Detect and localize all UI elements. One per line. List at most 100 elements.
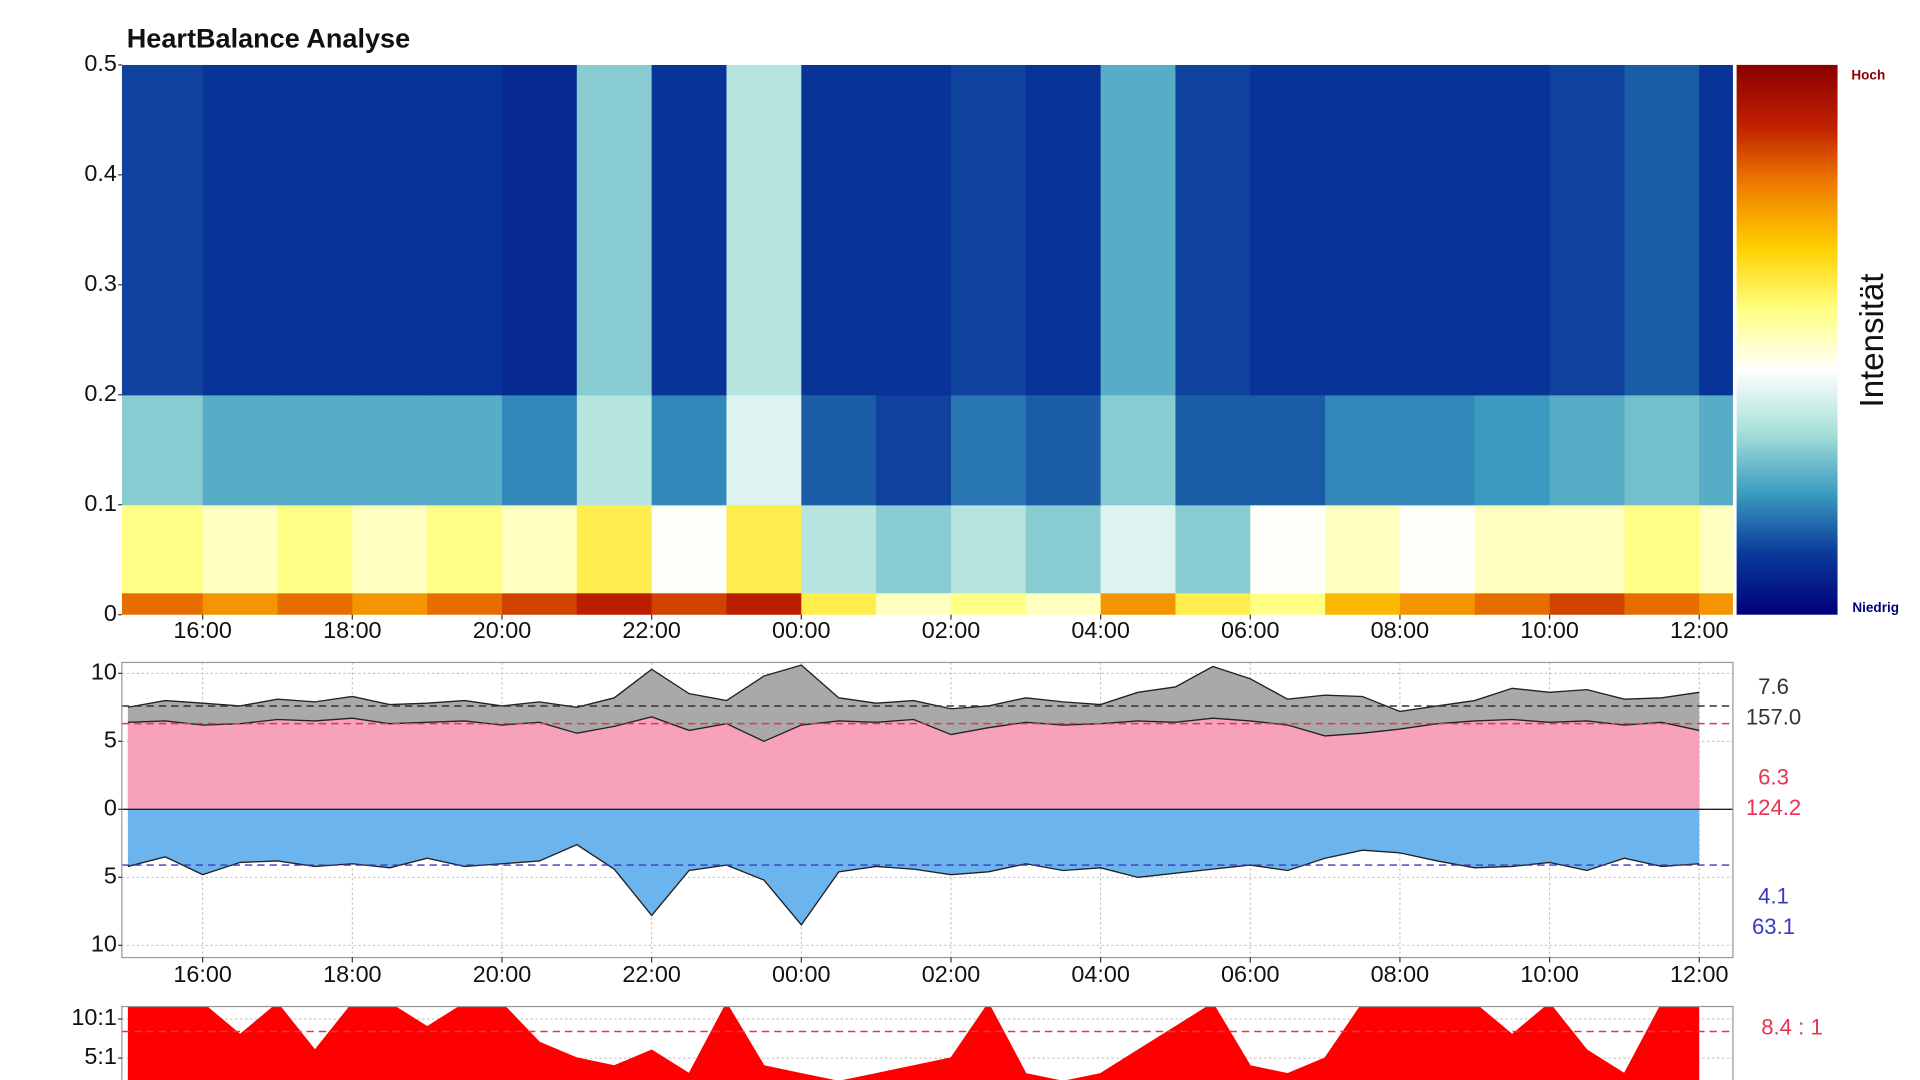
heat-cell — [1699, 64, 1733, 396]
heat-cell — [576, 592, 653, 615]
heat-cell — [427, 504, 503, 594]
heat-cell — [427, 64, 503, 396]
heat-cell — [876, 64, 952, 396]
heat-cell — [1100, 64, 1177, 396]
heat-cell — [1549, 504, 1626, 594]
heat-cell — [801, 592, 877, 615]
heat-cell — [1699, 592, 1733, 615]
heat-cell — [352, 504, 428, 594]
x-tick-label: 16:00 — [173, 961, 232, 987]
heat-cell — [427, 394, 503, 506]
heat-cell — [1549, 64, 1626, 396]
heat-cell — [651, 64, 728, 396]
area-line — [205, 1006, 1661, 1080]
heat-cell — [876, 394, 952, 506]
heat-cell — [1399, 64, 1476, 396]
heat-cell — [1100, 394, 1177, 506]
colorbar — [1736, 64, 1838, 615]
colorbar-label: Intensität — [1854, 273, 1891, 407]
colorbar-high: Hoch — [1851, 68, 1885, 83]
heat-cell — [1175, 504, 1251, 594]
x-tick-label: 04:00 — [1071, 961, 1130, 987]
heat-cell — [726, 504, 802, 594]
heat-cell — [121, 504, 204, 594]
heat-cell — [1474, 504, 1551, 594]
heat-cell — [121, 592, 204, 615]
heat-cell — [1025, 394, 1102, 506]
area-fill — [127, 809, 1700, 925]
heat-cell — [1474, 394, 1551, 506]
heat-cell — [1699, 504, 1733, 594]
heat-cell — [726, 394, 802, 506]
heat-cell — [651, 592, 728, 615]
x-tick-label: 20:00 — [473, 961, 532, 987]
heat-cell — [1025, 504, 1102, 594]
heat-cell — [202, 592, 279, 615]
heat-cell — [1699, 394, 1733, 506]
colorbar-low: Niedrig — [1852, 600, 1899, 615]
heat-cell — [202, 394, 279, 506]
heat-cell — [277, 592, 353, 615]
x-tick-label: 18:00 — [323, 961, 382, 987]
y-tick-label: 5:1 — [84, 1043, 117, 1069]
heat-cell — [651, 394, 728, 506]
heat-cell — [277, 394, 353, 506]
heat-cell — [950, 64, 1027, 396]
x-tick-label: 12:00 — [1670, 961, 1729, 987]
area-line — [127, 843, 1700, 926]
heat-cell — [1325, 64, 1401, 396]
heat-cell — [1025, 592, 1102, 615]
heat-cell — [876, 504, 952, 594]
x-tick-label: 22:00 — [622, 617, 681, 643]
heat-cell — [576, 394, 653, 506]
heat-cell — [1399, 394, 1476, 506]
heat-cell — [801, 64, 877, 396]
x-tick-label: 18:00 — [323, 617, 382, 643]
heat-cell — [950, 592, 1027, 615]
heat-cell — [352, 394, 428, 506]
y-tick-label: 0.1 — [84, 490, 117, 516]
reference-value: 7.6 — [1758, 674, 1789, 699]
heat-cell — [501, 504, 578, 594]
x-tick-label: 10:00 — [1520, 617, 1579, 643]
heat-cell — [1549, 592, 1626, 615]
heat-cell — [1474, 64, 1551, 396]
heat-cell — [1325, 592, 1401, 615]
plot-area — [121, 662, 1733, 958]
y-tick-label: 10:1 — [71, 1004, 116, 1030]
heat-cell — [950, 394, 1027, 506]
heat-cell — [1100, 592, 1177, 615]
heat-cell — [1250, 504, 1326, 594]
y-tick-label: 10 — [91, 931, 117, 957]
plot-frame — [121, 1005, 1734, 1080]
heat-cell — [1250, 64, 1326, 396]
reference-value: 8.4 : 1 — [1761, 1014, 1823, 1039]
heat-cell — [1250, 394, 1326, 506]
reference-value: 4.1 — [1758, 883, 1789, 908]
y-tick-label: 0.4 — [84, 160, 117, 186]
heat-cell — [1100, 504, 1177, 594]
heat-cell — [1175, 592, 1251, 615]
heat-cell — [1025, 64, 1102, 396]
heat-cell — [501, 592, 578, 615]
heat-cell — [1399, 504, 1476, 594]
x-tick-label: 12:00 — [1670, 617, 1729, 643]
heat-cell — [1549, 394, 1626, 506]
area-fill — [127, 1006, 1700, 1080]
x-tick-label: 00:00 — [772, 961, 831, 987]
x-tick-label: 08:00 — [1371, 617, 1430, 643]
heat-cell — [1624, 394, 1700, 506]
heat-cell — [1624, 504, 1700, 594]
y-tick-label: 10 — [91, 659, 117, 685]
x-tick-label: 20:00 — [473, 617, 532, 643]
x-tick-label: 06:00 — [1221, 617, 1280, 643]
area-fill — [127, 716, 1700, 810]
heat-cell — [1399, 592, 1476, 615]
heat-cell — [501, 394, 578, 506]
heat-cell — [1474, 592, 1551, 615]
x-tick-label: 16:00 — [173, 617, 232, 643]
heat-cell — [1325, 394, 1401, 506]
